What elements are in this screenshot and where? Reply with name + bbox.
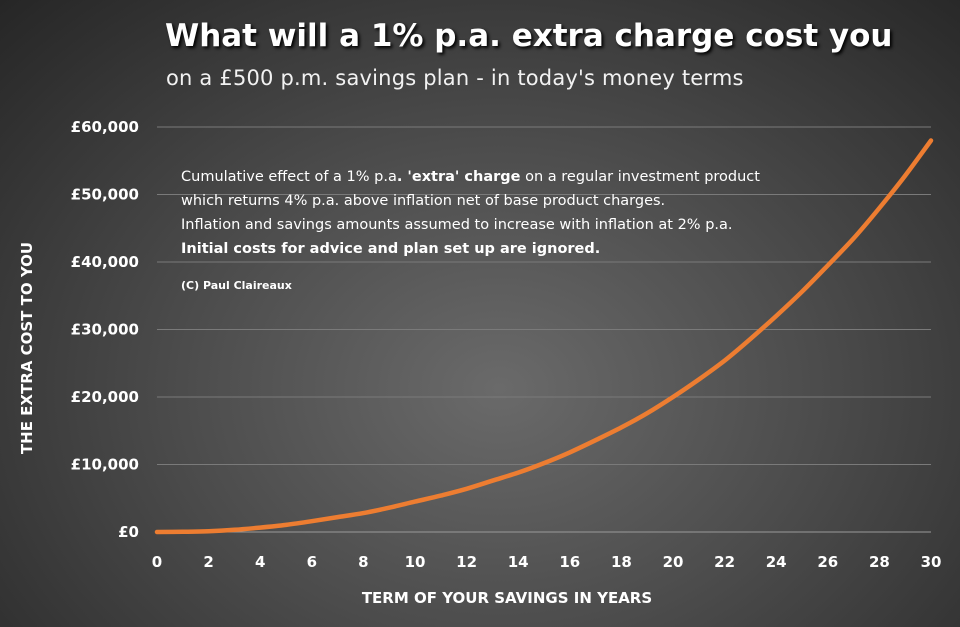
x-tick-label: 22 bbox=[714, 553, 735, 571]
y-tick-label: £20,000 bbox=[71, 388, 139, 406]
x-tick-label: 26 bbox=[817, 553, 838, 571]
x-tick-label: 14 bbox=[508, 553, 529, 571]
y-axis-title: THE EXTRA COST TO YOU bbox=[18, 242, 36, 454]
y-tick-label: £10,000 bbox=[71, 456, 139, 474]
series-line bbox=[154, 138, 934, 535]
chart-title: What will a 1% p.a. extra charge cost yo… bbox=[165, 18, 893, 54]
x-axis-ticks: 0 2 4 6 8 10 12 14 16 18 20 22 24 26 28 30 bbox=[152, 553, 942, 571]
annotation-line-1-end: on a regular investment product bbox=[520, 169, 760, 185]
y-tick-label: £60,000 bbox=[71, 118, 139, 136]
x-tick-label: 30 bbox=[921, 553, 942, 571]
y-tick-label: £0 bbox=[118, 523, 139, 541]
y-tick-label: £30,000 bbox=[71, 321, 139, 339]
chart-subtitle: on a £500 p.m. savings plan - in today's… bbox=[166, 66, 744, 90]
y-axis-ticks: £0 £10,000 £20,000 £30,000 £40,000 £50,000 £60… bbox=[71, 118, 139, 541]
y-tick-label: £50,000 bbox=[71, 186, 139, 204]
annotation-line-1-dot: . bbox=[396, 169, 408, 185]
x-tick-label: 20 bbox=[663, 553, 684, 571]
annotation-line-1-start: Cumulative effect of a 1% p.a bbox=[181, 169, 397, 185]
annotation-line-4-bold: Initial costs for advice and plan set up… bbox=[181, 241, 601, 257]
chart-annotation: Cumulative effect of a 1% p.a. 'extra' c… bbox=[181, 165, 781, 261]
annotation-line-4: Initial costs for advice and plan set up… bbox=[181, 237, 781, 261]
annotation-line-3: Inflation and savings amounts assumed to… bbox=[181, 217, 733, 233]
x-tick-label: 24 bbox=[766, 553, 787, 571]
y-tick-label: £40,000 bbox=[71, 253, 139, 271]
gridlines bbox=[157, 126, 931, 533]
x-tick-label: 28 bbox=[869, 553, 890, 571]
annotation-line-2: which returns 4% p.a. above inflation ne… bbox=[181, 193, 666, 209]
x-tick-label: 16 bbox=[559, 553, 580, 571]
x-tick-label: 10 bbox=[405, 553, 426, 571]
x-tick-label: 18 bbox=[611, 553, 632, 571]
x-tick-label: 6 bbox=[307, 553, 317, 571]
x-tick-label: 8 bbox=[358, 553, 368, 571]
x-tick-label: 0 bbox=[152, 553, 162, 571]
x-tick-label: 12 bbox=[456, 553, 477, 571]
x-tick-label: 2 bbox=[203, 553, 213, 571]
copyright-credit: (C) Paul Claireaux bbox=[181, 279, 292, 292]
annotation-line-1: Cumulative effect of a 1% p.a. 'extra' c… bbox=[181, 165, 781, 189]
annotation-line-1-emphasis: 'extra' charge bbox=[407, 169, 521, 185]
series-layer bbox=[154, 138, 934, 535]
x-tick-label: 4 bbox=[255, 553, 265, 571]
x-axis-title: TERM OF YOUR SAVINGS IN YEARS bbox=[362, 589, 652, 607]
